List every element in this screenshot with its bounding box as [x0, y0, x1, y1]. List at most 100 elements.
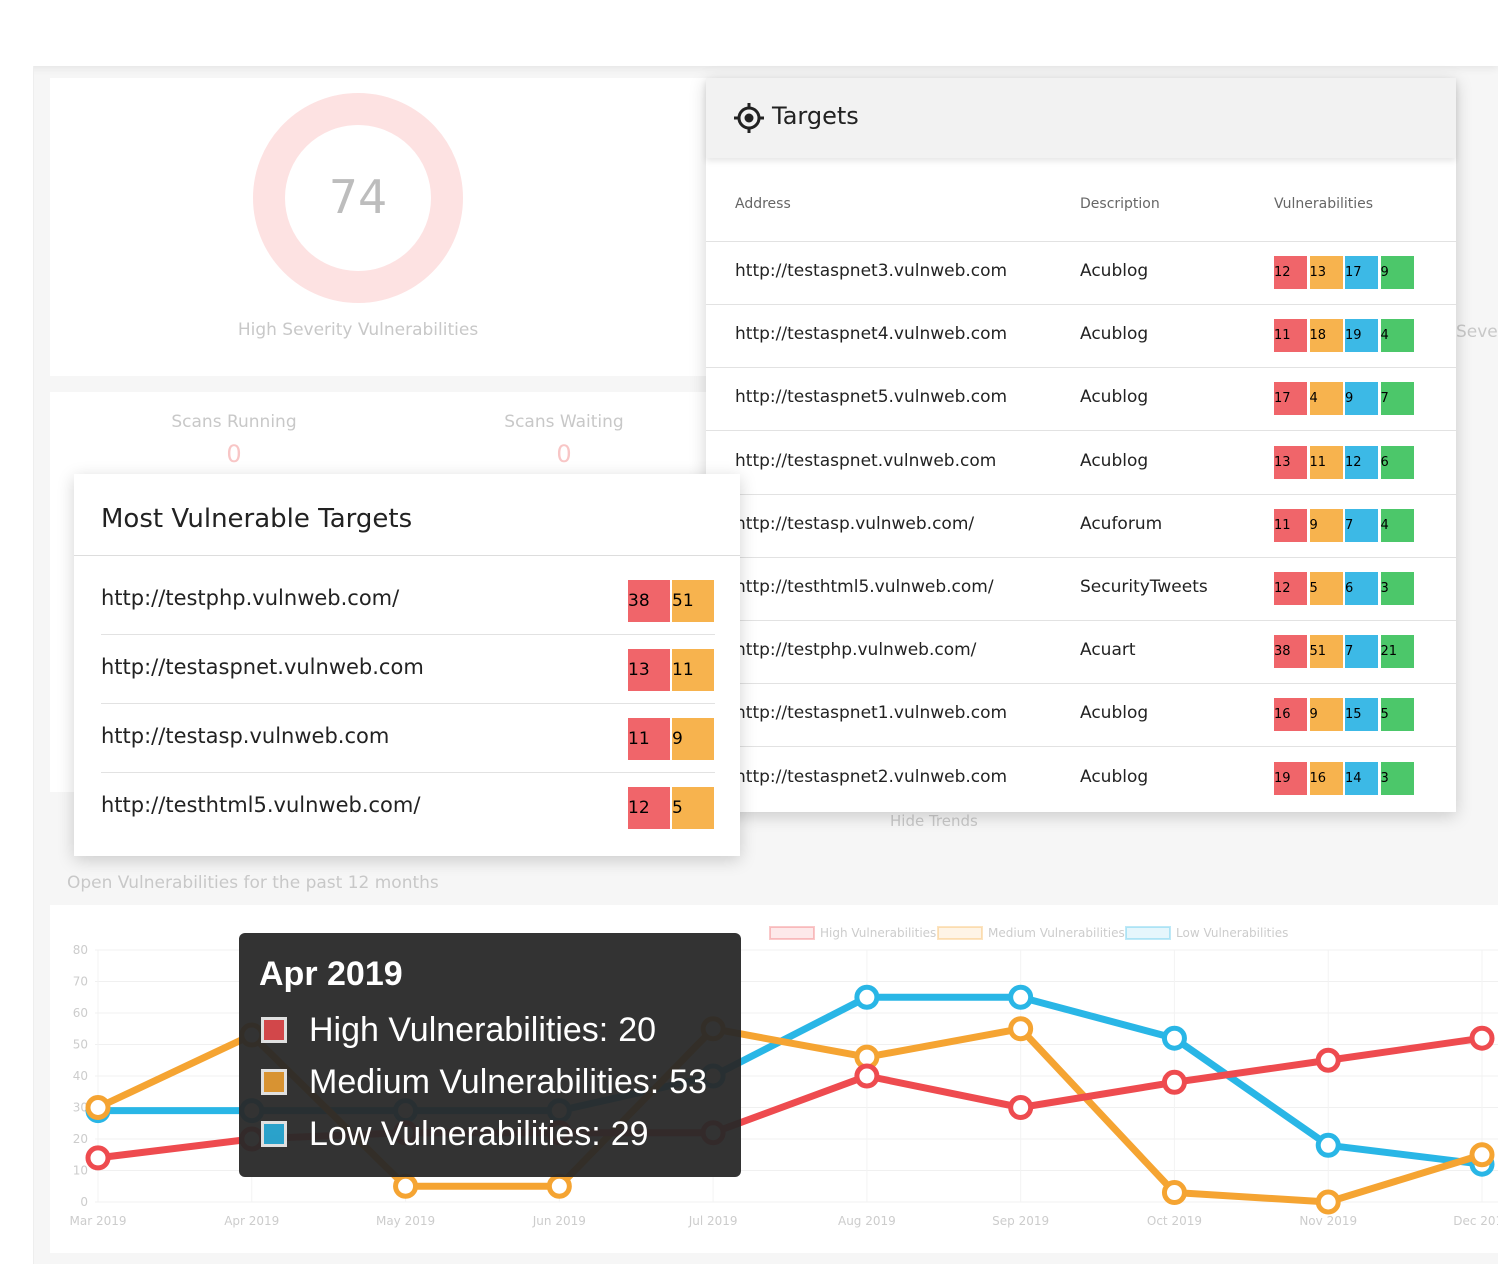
column-header: Vulnerabilities — [1274, 196, 1374, 212]
vuln-badge: 17 — [1345, 256, 1378, 289]
point — [854, 984, 880, 1010]
vuln-badge: 12 — [628, 787, 670, 829]
vuln-badge: 4 — [1309, 382, 1343, 416]
vuln-badge: 13 — [1274, 445, 1307, 479]
legend-swatch — [937, 926, 983, 940]
vuln-badge: 5 — [1380, 698, 1414, 732]
tooltip-value: 20 — [618, 1011, 657, 1049]
scan-label: Scans Running — [171, 412, 297, 432]
top-bar — [0, 0, 1498, 66]
targets-header: Targets — [706, 78, 1456, 158]
vuln-badge: 9 — [1309, 508, 1343, 542]
y-tick-label: 70 — [73, 975, 88, 989]
severity-label: High Severity Vulnerabilities — [237, 320, 479, 340]
x-tick-label: Nov 2019 — [1299, 1214, 1357, 1228]
y-tick-label: 40 — [73, 1069, 88, 1083]
row-divider — [706, 367, 1456, 369]
severity-value: 74 — [328, 170, 388, 224]
target-description: Acublog — [1080, 324, 1149, 345]
legend-label: High Vulnerabilities — [820, 926, 936, 940]
divider — [706, 241, 1456, 242]
most-vulnerable-card: Most Vulnerable Targets http://testphp.v… — [74, 474, 740, 856]
vuln-badge: 11 — [1274, 508, 1307, 542]
vuln-badge: 11 — [672, 649, 714, 691]
scan-value: 0 — [556, 440, 572, 468]
x-tick-label: Jun 2019 — [532, 1214, 586, 1228]
vuln-badge: 7 — [1345, 635, 1378, 669]
divider — [74, 555, 740, 556]
sidebar — [0, 66, 34, 1264]
legend-label: Medium Vulnerabilities — [988, 926, 1125, 940]
scan-label: Scans Waiting — [504, 412, 624, 432]
row-divider — [706, 556, 1456, 558]
vuln-badge: 3 — [1380, 572, 1414, 605]
y-tick-label: 20 — [73, 1132, 88, 1146]
target-address: http://testphp.vulnweb.com/ — [735, 640, 977, 661]
vuln-badge: 13 — [628, 649, 670, 691]
vuln-badge: 9 — [672, 718, 714, 760]
tooltip-swatch — [261, 1069, 287, 1095]
x-tick-label: Sep 2019 — [992, 1214, 1049, 1228]
targets-title: Targets — [772, 102, 859, 130]
vuln-badge: 38 — [1274, 635, 1307, 669]
mv-address: http://testasp.vulnweb.com — [101, 724, 390, 748]
point — [85, 1145, 111, 1171]
point — [1315, 1047, 1341, 1073]
row-divider — [706, 683, 1456, 685]
vuln-badge: 12 — [1274, 572, 1307, 605]
vuln-badge: 6 — [1345, 572, 1378, 605]
mv-address: http://testphp.vulnweb.com/ — [101, 586, 400, 610]
target-description: Acuforum — [1080, 513, 1163, 534]
hide-trends[interactable]: Hide Trends — [890, 812, 978, 830]
target-address: http://testaspnet4.vulnweb.com — [735, 324, 1008, 345]
target-address: http://testhtml5.vulnweb.com/ — [735, 577, 994, 597]
y-tick-label: 60 — [73, 1006, 88, 1020]
tooltip-value: 29 — [610, 1115, 649, 1153]
target-address: http://testaspnet.vulnweb.com — [735, 450, 997, 471]
vuln-badge: 15 — [1345, 698, 1378, 732]
tooltip-label: High Vulnerabilities: 20 — [309, 1011, 657, 1049]
target-description: Acublog — [1080, 766, 1149, 787]
vuln-badge: 19 — [1345, 319, 1378, 353]
row-divider — [706, 620, 1456, 621]
y-tick-label: 30 — [73, 1101, 88, 1115]
legend-swatch — [1125, 926, 1171, 940]
target-description: SecurityTweets — [1080, 577, 1208, 597]
x-tick-label: Jul 2019 — [688, 1214, 738, 1228]
target-description: Acublog — [1080, 450, 1149, 471]
point — [1008, 1095, 1034, 1120]
vuln-badge: 3 — [1380, 761, 1414, 795]
point — [1315, 1132, 1341, 1158]
vuln-badge: 4 — [1380, 508, 1414, 542]
mv-address: http://testhtml5.vulnweb.com/ — [101, 793, 421, 817]
tooltip-swatch — [261, 1121, 287, 1147]
target-address: http://testasp.vulnweb.com/ — [735, 513, 975, 534]
severity-side-label: Sever — [1456, 322, 1498, 342]
scan-value: 0 — [226, 440, 242, 468]
row-divider — [706, 493, 1456, 495]
point — [1008, 1016, 1034, 1042]
vuln-badge: 7 — [1380, 382, 1414, 416]
vuln-badge: 4 — [1380, 319, 1414, 353]
column-header: Address — [735, 196, 791, 212]
vuln-badge: 14 — [1345, 761, 1378, 795]
column-header: Description — [1080, 196, 1160, 212]
point — [393, 1173, 419, 1199]
vuln-badge: 5 — [1309, 572, 1343, 605]
vuln-badge: 17 — [1274, 382, 1307, 416]
y-tick-label: 80 — [73, 943, 88, 957]
vuln-badge: 19 — [1274, 761, 1307, 795]
tooltip-swatch — [261, 1017, 287, 1043]
x-tick-label: Dec 2019 — [1453, 1214, 1498, 1228]
vuln-badge: 16 — [1309, 761, 1343, 795]
x-tick-label: Oct 2019 — [1147, 1214, 1202, 1228]
donut-ring — [253, 93, 463, 303]
vuln-badge: 9 — [1345, 382, 1378, 416]
vuln-badge: 51 — [672, 580, 714, 622]
vuln-badge: 18 — [1309, 319, 1343, 353]
vuln-badge: 13 — [1309, 256, 1343, 289]
vuln-badge: 51 — [1309, 635, 1343, 669]
point — [1469, 1142, 1495, 1168]
trend-title: Open Vulnerabilities for the past 12 mon… — [67, 873, 439, 893]
vuln-badge: 5 — [672, 787, 714, 829]
